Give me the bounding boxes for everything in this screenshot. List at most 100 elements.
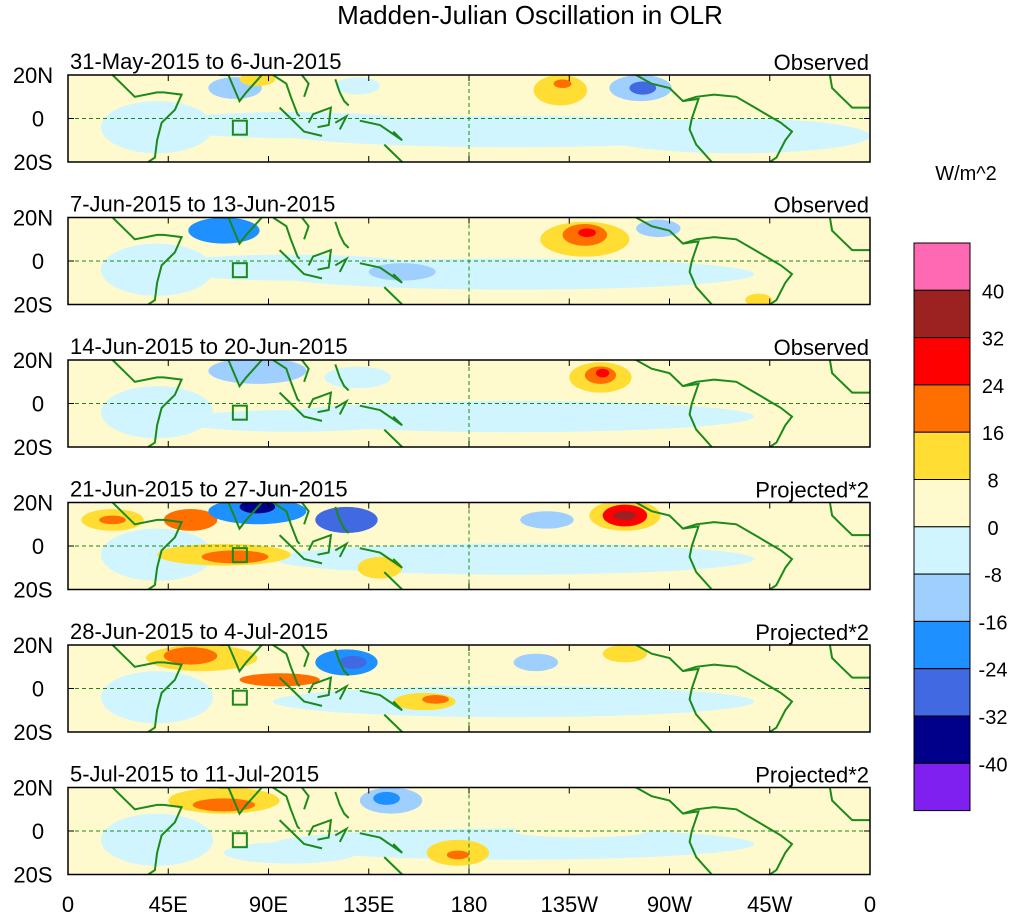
colorbar-units: W/m^2	[935, 163, 997, 185]
coastline	[682, 521, 794, 590]
coastline	[301, 360, 310, 383]
map-panel: 20N 0 20S 5-Jul-2015 to 11-Jul-2015 Projecte…	[13, 762, 871, 888]
map-panel: 20N 0 20S 7-Jun-2015 to 13-Jun-2015 Observed	[13, 192, 871, 318]
coastline	[682, 236, 794, 305]
coastline	[682, 806, 794, 875]
coastline	[278, 676, 323, 707]
anomaly-region	[179, 410, 403, 432]
coastline	[383, 856, 403, 875]
anomaly-region	[315, 506, 378, 533]
coastline	[359, 262, 403, 284]
region-box	[231, 689, 248, 706]
x-tick-label: 0	[62, 892, 74, 917]
coastline	[334, 364, 350, 392]
coastline	[635, 645, 713, 732]
coastline	[635, 217, 713, 305]
coastline	[334, 78, 350, 107]
colorbar-swatch	[913, 668, 971, 717]
x-tick-label: 0	[864, 892, 876, 917]
anomaly-region	[100, 813, 214, 866]
coastline	[301, 502, 310, 525]
coastline	[272, 645, 301, 688]
anomaly-region	[239, 673, 320, 687]
anomaly-region	[100, 243, 214, 296]
coastline	[301, 787, 310, 810]
anomaly-region	[272, 685, 755, 718]
coastline	[278, 391, 323, 422]
region-box	[231, 547, 248, 564]
coastline	[828, 502, 870, 537]
coastline	[272, 75, 301, 118]
panel-type-label: Observed	[774, 50, 869, 75]
coastline	[828, 75, 870, 109]
coastline	[219, 645, 263, 674]
anomaly-region	[520, 511, 574, 529]
coastline	[111, 360, 184, 447]
anomaly-region	[157, 111, 425, 139]
panel-date-range: 7-Jun-2015 to 13-Jun-2015	[70, 192, 335, 217]
y-tick-label: 20N	[13, 63, 53, 88]
colorbar-label: -16	[979, 612, 1008, 634]
coastline	[334, 826, 349, 843]
coastline	[219, 502, 263, 531]
chart-title: Madden-Julian Oscillation in OLR	[337, 0, 723, 30]
coastline	[111, 645, 184, 732]
coastline	[359, 404, 403, 427]
panel-type-label: Projected*2	[755, 478, 869, 503]
anomaly-region	[100, 386, 214, 439]
colorbar-label: -8	[984, 565, 1002, 587]
region-box	[231, 119, 248, 136]
colorbar-label: 0	[987, 518, 998, 540]
coastline	[334, 683, 349, 700]
coastline	[334, 791, 350, 819]
anomaly-region	[422, 695, 449, 704]
coastline	[334, 506, 350, 534]
coastline	[828, 787, 870, 822]
colorbar-swatch	[913, 242, 971, 291]
map-panel: 20N 0 20S 14-Jun-2015 to 20-Jun-2015 Observe…	[13, 334, 871, 460]
anomaly-region	[595, 368, 610, 378]
panel-type-label: Projected*2	[755, 620, 869, 645]
coastline	[828, 360, 870, 394]
anomaly-region	[335, 77, 380, 95]
anomaly-region	[201, 550, 269, 564]
anomaly-region	[100, 101, 214, 154]
coastline	[383, 143, 403, 162]
coastline	[334, 649, 350, 677]
anomaly-region	[513, 653, 559, 672]
coastline	[278, 819, 323, 850]
colorbar-label: -24	[979, 660, 1008, 682]
coastline	[383, 286, 403, 305]
region-box	[231, 404, 248, 421]
x-tick-label: 45W	[747, 892, 792, 917]
y-tick-label: 20S	[13, 578, 52, 603]
anomaly-region	[208, 360, 307, 384]
y-tick-label: 20N	[13, 206, 53, 231]
colorbar-swatch	[913, 479, 971, 528]
colorbar-swatch	[913, 526, 971, 575]
anomaly-region	[163, 647, 218, 665]
coastline	[219, 75, 263, 104]
x-tick-label: 180	[451, 892, 488, 917]
y-tick-label: 20S	[13, 863, 52, 888]
coastline	[219, 217, 263, 246]
anomaly-region	[339, 655, 367, 669]
coastline	[278, 249, 323, 280]
colorbar-swatch	[913, 431, 971, 481]
anomaly-region	[163, 509, 218, 531]
colorbar-label: 8	[987, 471, 998, 493]
region-box	[231, 262, 248, 279]
coastline	[334, 398, 349, 415]
coastline	[272, 787, 301, 830]
coastline	[278, 534, 323, 565]
anomaly-region	[99, 515, 126, 525]
coastline	[635, 360, 713, 447]
colorbar-swatch	[913, 337, 971, 386]
coastline	[219, 787, 263, 816]
coastline	[307, 391, 333, 414]
colorbar-swatch	[913, 573, 971, 622]
colorbar-swatch	[913, 384, 971, 433]
anomaly-region	[324, 366, 392, 389]
coastline	[828, 645, 870, 679]
